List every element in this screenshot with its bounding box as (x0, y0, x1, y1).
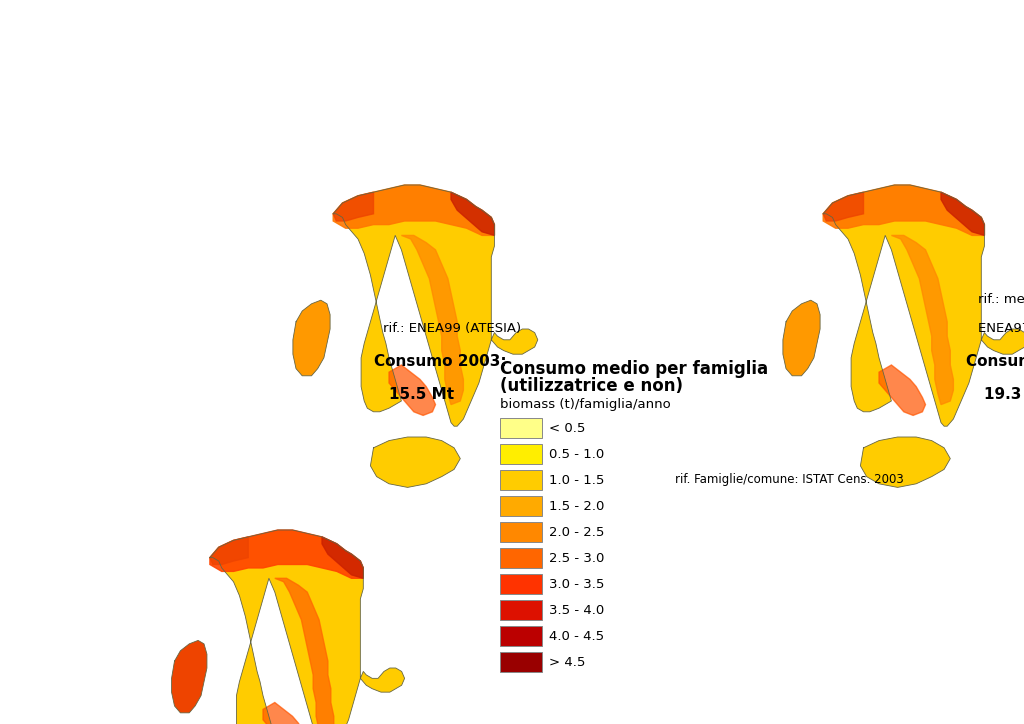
Polygon shape (274, 578, 334, 724)
Polygon shape (879, 365, 926, 416)
Polygon shape (293, 300, 330, 376)
Text: Consumo medio per famiglia: Consumo medio per famiglia (500, 360, 768, 378)
Text: 1.5 - 2.0: 1.5 - 2.0 (549, 500, 604, 513)
Polygon shape (860, 437, 950, 487)
Bar (500, 600, 542, 620)
Bar (500, 444, 542, 464)
Polygon shape (783, 300, 820, 376)
Text: (utilizzatrice e non): (utilizzatrice e non) (500, 377, 683, 395)
Polygon shape (451, 192, 495, 235)
Text: rif.: media valori: rif.: media valori (978, 293, 1024, 306)
Polygon shape (333, 192, 374, 221)
Text: rif. Famiglie/comune: ISTAT Cens. 2003: rif. Famiglie/comune: ISTAT Cens. 2003 (675, 473, 904, 487)
Bar (500, 418, 542, 438)
Text: 2.5 - 3.0: 2.5 - 3.0 (549, 552, 604, 565)
Polygon shape (263, 702, 307, 724)
Text: 3.0 - 3.5: 3.0 - 3.5 (549, 578, 604, 591)
Text: rif.: ENEA99 (ATESIA): rif.: ENEA99 (ATESIA) (383, 321, 521, 334)
Polygon shape (371, 437, 461, 487)
Bar (500, 652, 542, 672)
Text: > 4.5: > 4.5 (549, 655, 586, 668)
Text: < 0.5: < 0.5 (549, 421, 586, 434)
Bar (500, 470, 542, 490)
Bar (500, 574, 542, 594)
Polygon shape (823, 185, 1024, 426)
Polygon shape (210, 530, 404, 724)
Text: Consumo 2003:: Consumo 2003: (374, 354, 506, 369)
Bar (500, 548, 542, 568)
Polygon shape (941, 192, 984, 235)
Bar (500, 522, 542, 542)
Text: 0.5 - 1.0: 0.5 - 1.0 (549, 447, 604, 460)
Text: ENEA97 ENEA99: ENEA97 ENEA99 (978, 321, 1024, 334)
Bar (500, 626, 542, 646)
Polygon shape (823, 185, 984, 235)
Polygon shape (210, 530, 364, 578)
Text: Consumo 2003:: Consumo 2003: (966, 354, 1024, 369)
Text: 15.5 Mt: 15.5 Mt (389, 387, 454, 402)
Text: biomass (t)/famiglia/anno: biomass (t)/famiglia/anno (500, 398, 671, 411)
Polygon shape (172, 641, 207, 713)
Bar (500, 496, 542, 516)
Polygon shape (823, 192, 863, 221)
Polygon shape (401, 235, 464, 405)
Polygon shape (333, 185, 495, 235)
Polygon shape (892, 235, 953, 405)
Text: 3.5 - 4.0: 3.5 - 4.0 (549, 604, 604, 617)
Text: 19.3 Mt: 19.3 Mt (984, 387, 1024, 402)
Polygon shape (210, 537, 248, 565)
Text: 2.0 - 2.5: 2.0 - 2.5 (549, 526, 604, 539)
Polygon shape (333, 185, 538, 426)
Text: 4.0 - 4.5: 4.0 - 4.5 (549, 629, 604, 642)
Polygon shape (322, 537, 364, 578)
Text: 1.0 - 1.5: 1.0 - 1.5 (549, 473, 604, 487)
Polygon shape (389, 365, 435, 416)
